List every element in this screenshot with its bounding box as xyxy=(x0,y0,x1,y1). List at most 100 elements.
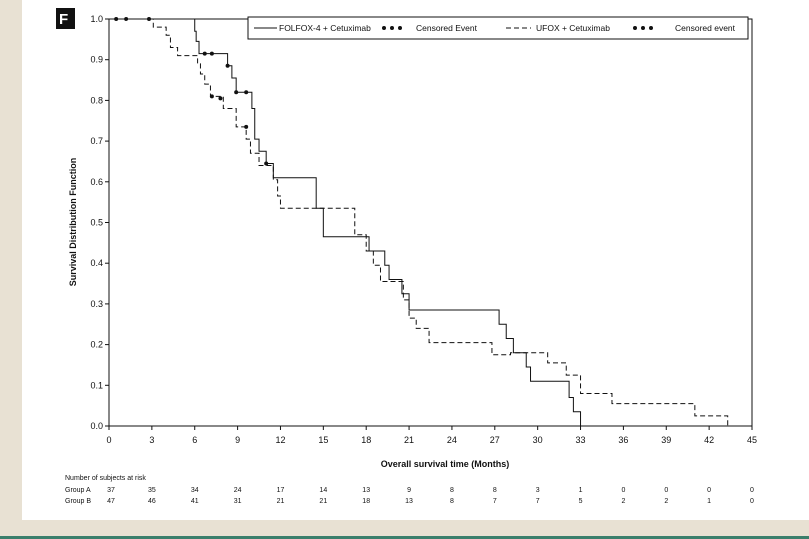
risk-count: 21 xyxy=(319,498,327,505)
risk-count: 0 xyxy=(750,487,754,494)
risk-count: 35 xyxy=(148,487,156,494)
censored-point xyxy=(234,90,239,95)
y-tick-label: 0.8 xyxy=(90,95,103,105)
risk-count: 34 xyxy=(191,487,199,494)
risk-count: 18 xyxy=(362,498,370,505)
censor-marker xyxy=(382,26,386,30)
risk-count: 13 xyxy=(405,498,413,505)
censored-point xyxy=(124,17,129,21)
x-tick-label: 30 xyxy=(533,435,543,445)
survival-curves xyxy=(109,18,729,426)
x-tick-label: 45 xyxy=(747,435,757,445)
censored-point xyxy=(264,161,269,166)
x-tick-label: 6 xyxy=(192,435,197,445)
y-axis-title: Survival Distribution Function xyxy=(68,158,78,287)
panel-letter: F xyxy=(59,11,68,28)
y-tick-label: 0.9 xyxy=(90,55,103,65)
legend: FOLFOX-4 + Cetuximab Censored Event UFOX… xyxy=(247,16,749,40)
censor-marker xyxy=(390,26,394,30)
risk-count: 17 xyxy=(277,487,285,494)
risk-count: 24 xyxy=(234,487,242,494)
x-axis: 0 3 6 9 12 15 18 21 24 27 30 33 36 39 42 45 xyxy=(106,426,757,445)
risk-count: 8 xyxy=(450,498,454,505)
risk-count: 21 xyxy=(277,498,285,505)
x-tick-label: 0 xyxy=(106,435,111,445)
x-tick-label: 42 xyxy=(704,435,714,445)
risk-table-title: Number of subjects at risk xyxy=(65,475,146,482)
x-tick-label: 27 xyxy=(490,435,500,445)
risk-count: 8 xyxy=(450,487,454,494)
x-axis-title: Overall survival time (Months) xyxy=(381,459,510,469)
censored-markers xyxy=(114,17,269,166)
x-tick-label: 39 xyxy=(661,435,671,445)
y-tick-label: 0.1 xyxy=(90,380,103,390)
risk-count: 1 xyxy=(707,498,711,505)
y-tick-label: 0.3 xyxy=(90,299,103,309)
y-tick-label: 0.2 xyxy=(90,340,103,350)
x-tick-label: 24 xyxy=(447,435,457,445)
risk-count: 2 xyxy=(664,498,668,505)
bottom-margin xyxy=(22,520,809,539)
x-tick-label: 36 xyxy=(618,435,628,445)
censor-marker xyxy=(641,26,645,30)
x-tick-label: 12 xyxy=(275,435,285,445)
legend-censor-markers-a xyxy=(382,26,402,30)
curve-ufox-cetuximab xyxy=(109,18,729,426)
censored-point xyxy=(209,51,214,56)
risk-count: 9 xyxy=(407,487,411,494)
x-tick-label: 9 xyxy=(235,435,240,445)
risk-count: 7 xyxy=(536,498,540,505)
x-tick-label: 18 xyxy=(361,435,371,445)
risk-count: 8 xyxy=(493,487,497,494)
y-tick-label: 0.7 xyxy=(90,136,103,146)
risk-count: 0 xyxy=(664,487,668,494)
risk-count: 0 xyxy=(621,487,625,494)
censored-point xyxy=(209,94,214,99)
censored-point xyxy=(218,96,223,101)
risk-count: 37 xyxy=(107,487,115,494)
x-tick-label: 15 xyxy=(318,435,328,445)
legend-label-series-b: UFOX + Cetuximab xyxy=(536,23,610,33)
risk-group-a-label: Group A xyxy=(65,487,91,494)
risk-count: 3 xyxy=(536,487,540,494)
censored-point xyxy=(244,124,249,129)
legend-box xyxy=(247,16,749,40)
risk-count: 13 xyxy=(362,487,370,494)
censored-point xyxy=(225,63,230,68)
y-axis: 0.0 0.1 0.2 0.3 0.4 0.5 0.6 0.7 0.8 0.9 1.0 xyxy=(90,14,109,431)
risk-count: 0 xyxy=(707,487,711,494)
legend-label-censor-b: Censored event xyxy=(675,23,736,33)
risk-count: 31 xyxy=(234,498,242,505)
risk-count: 7 xyxy=(493,498,497,505)
y-tick-label: 1.0 xyxy=(90,14,103,24)
risk-table: Number of subjects at risk Group A Group… xyxy=(65,475,754,505)
y-tick-label: 0.0 xyxy=(90,421,103,431)
risk-count: 5 xyxy=(579,498,583,505)
censor-marker xyxy=(398,26,402,30)
panel-letter-badge xyxy=(56,8,75,29)
risk-count: 14 xyxy=(319,487,327,494)
risk-count: 2 xyxy=(621,498,625,505)
plot-frame xyxy=(108,18,753,427)
risk-group-b-label: Group B xyxy=(65,498,91,505)
legend-censor-markers-b xyxy=(633,26,653,30)
censored-point xyxy=(202,51,207,56)
legend-label-series-a: FOLFOX-4 + Cetuximab xyxy=(279,23,371,33)
censored-point xyxy=(147,17,152,21)
curve-folfox-cetuximab xyxy=(109,18,582,426)
y-tick-label: 0.6 xyxy=(90,177,103,187)
x-tick-label: 3 xyxy=(149,435,154,445)
censor-marker xyxy=(633,26,637,30)
risk-count: 0 xyxy=(750,498,754,505)
bottom-rule xyxy=(0,536,809,539)
risk-count: 47 xyxy=(107,498,115,505)
figure-panel xyxy=(22,0,809,520)
risk-count: 41 xyxy=(191,498,199,505)
legend-label-censor-a: Censored Event xyxy=(416,23,478,33)
censor-marker xyxy=(649,26,653,30)
y-tick-label: 0.5 xyxy=(90,218,103,228)
risk-count: 1 xyxy=(579,487,583,494)
y-tick-label: 0.4 xyxy=(90,258,103,268)
censored-point xyxy=(114,17,119,21)
